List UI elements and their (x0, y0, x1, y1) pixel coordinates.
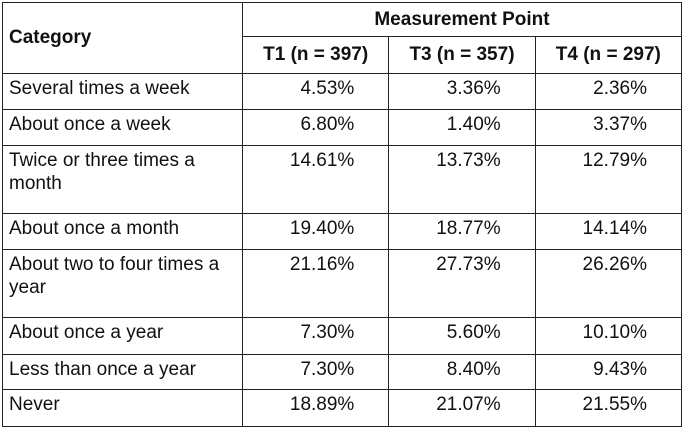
row-value-t4: 26.26% (534, 248, 683, 319)
row-value-t1: 6.80% (241, 108, 390, 147)
row-value-t1: 14.61% (241, 145, 390, 215)
category-header: Category (2, 2, 243, 74)
row-category: About once a week (2, 108, 243, 147)
row-value-t1: 18.89% (241, 389, 390, 427)
table-row: About once a month 19.40% 18.77% 14.14% (2, 213, 683, 250)
row-value-t1: 7.30% (241, 317, 390, 355)
row-category: About two to four times a year (2, 248, 243, 319)
row-category: About once a year (2, 317, 243, 355)
measurement-point-header: Measurement Point (242, 2, 682, 37)
header-row-group: Category Measurement Point (2, 2, 682, 74)
row-value-t4: 21.55% (534, 389, 683, 427)
table-row: About once a year 7.30% 5.60% 10.10% (2, 317, 683, 355)
row-value-t3: 18.77% (388, 213, 536, 250)
column-header-t4: T4 (n = 297) (534, 36, 683, 74)
row-category: About once a month (2, 213, 243, 250)
table-row: About two to four times a year 21.16% 27… (2, 248, 683, 319)
table-row: About once a week 6.80% 1.40% 3.37% (2, 108, 683, 147)
row-value-t4: 2.36% (534, 73, 683, 110)
row-value-t1: 4.53% (241, 73, 390, 110)
row-value-t3: 1.40% (388, 108, 536, 147)
row-category: Less than once a year (2, 353, 243, 391)
table-row: Less than once a year 7.30% 8.40% 9.43% (2, 353, 683, 391)
table-row: Several times a week 4.53% 3.36% 2.36% (2, 73, 683, 110)
row-category: Several times a week (2, 73, 243, 110)
table-row: Never 18.89% 21.07% 21.55% (2, 389, 683, 427)
row-value-t4: 9.43% (534, 353, 683, 391)
row-value-t3: 8.40% (388, 353, 536, 391)
row-value-t3: 3.36% (388, 73, 536, 110)
row-category: Never (2, 389, 243, 427)
table-row: Twice or three times a month 14.61% 13.7… (2, 145, 683, 215)
row-category: Twice or three times a month (2, 145, 243, 215)
row-value-t1: 21.16% (241, 248, 390, 319)
row-value-t3: 27.73% (388, 248, 536, 319)
row-value-t3: 13.73% (388, 145, 536, 215)
row-value-t3: 5.60% (388, 317, 536, 355)
row-value-t1: 19.40% (241, 213, 390, 250)
column-header-t3: T3 (n = 357) (388, 36, 536, 74)
row-value-t3: 21.07% (388, 389, 536, 427)
row-value-t4: 10.10% (534, 317, 683, 355)
row-value-t4: 14.14% (534, 213, 683, 250)
row-value-t4: 12.79% (534, 145, 683, 215)
row-value-t1: 7.30% (241, 353, 390, 391)
header-row-columns: T1 (n = 397) T3 (n = 357) T4 (n = 297) (3, 36, 683, 74)
row-value-t4: 3.37% (534, 108, 683, 147)
column-header-t1: T1 (n = 397) (241, 36, 390, 74)
